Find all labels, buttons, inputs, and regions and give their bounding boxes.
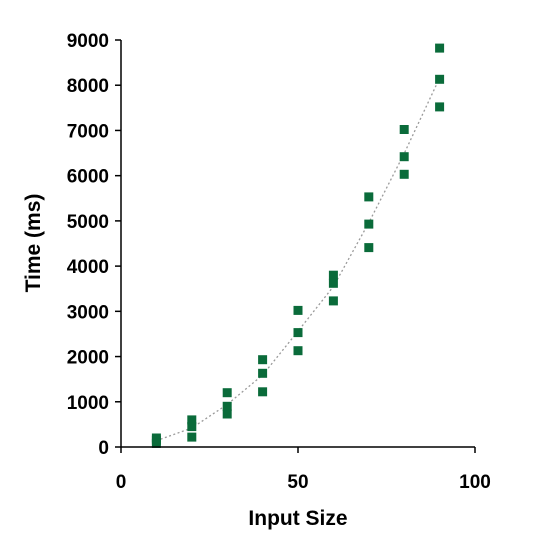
y-tick-label: 5000 [67,212,109,233]
y-axis-ticks: 0 1000 2000 3000 4000 5000 6000 7000 8000 9000 [67,31,121,459]
trendline-layer [156,77,441,442]
trendline [156,77,441,442]
data-point [293,305,303,315]
x-tick-label: 50 [287,472,308,493]
data-point [258,368,268,378]
data-point [187,415,197,425]
data-point [364,219,374,229]
x-tick-label: 0 [116,472,127,493]
data-point [258,387,268,397]
data-point [222,388,232,398]
data-point [151,438,161,448]
data-point [328,270,338,280]
data-point [222,401,232,411]
y-tick-label: 3000 [67,302,109,323]
x-axis-title: Input Size [248,507,347,530]
data-point [364,243,374,253]
data-point [328,296,338,306]
y-tick-label: 1000 [67,393,109,414]
data-point [399,125,409,134]
y-tick-label: 9000 [67,31,109,52]
data-point [187,422,197,432]
data-points [151,43,445,448]
y-tick-label: 2000 [67,348,109,369]
data-point [399,152,409,162]
data-point [258,355,268,365]
y-axis-title: Time (ms) [22,194,45,293]
x-tick-label: 100 [459,472,491,493]
data-point [435,102,445,112]
data-point [435,74,445,84]
y-tick-label: 6000 [67,167,109,188]
data-point [293,328,303,338]
y-tick-label: 4000 [67,257,109,278]
y-tick-label: 0 [98,438,109,459]
x-axis-ticks: 0 50 100 [116,447,491,493]
data-point [293,346,303,356]
data-point [222,409,232,419]
data-point [435,43,445,53]
y-tick-label: 7000 [67,121,109,142]
data-point [328,278,338,288]
data-point [399,169,409,179]
data-point [364,192,374,202]
y-tick-label: 8000 [67,76,109,97]
data-point [187,432,197,442]
